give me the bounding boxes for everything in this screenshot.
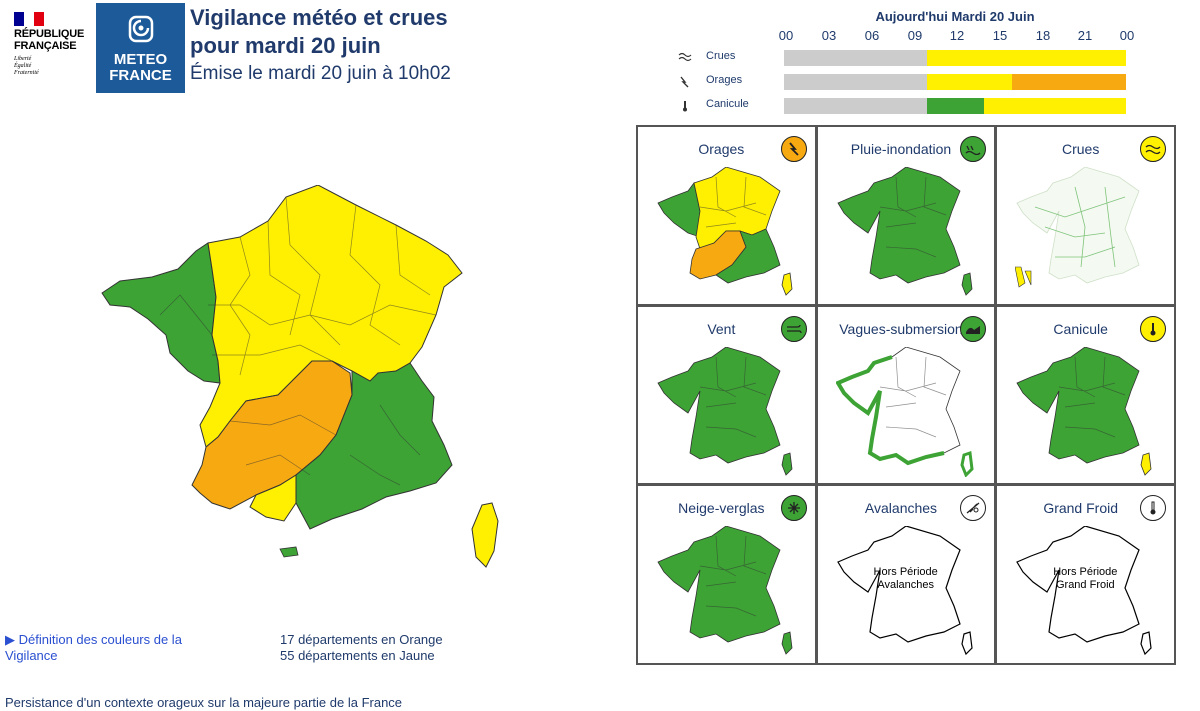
phenomenon-title: Vent	[707, 320, 736, 337]
hour-tick: 00	[1119, 28, 1135, 43]
phenomenon-title: Vagues-submersion	[839, 320, 963, 337]
phenomenon-vagues-submersion[interactable]: Vagues-submersion	[817, 306, 995, 484]
region-corse[interactable]	[471, 502, 499, 568]
emission-date: Émise le mardi 20 juin à 10h02	[190, 63, 451, 84]
phenomenon-vent[interactable]: Vent	[638, 306, 815, 484]
orange-count: 17 départements en Orange	[280, 632, 443, 647]
page-title: Vigilance météo et crues pour mardi 20 j…	[190, 5, 448, 58]
phenomenon-title: Avalanches	[864, 500, 938, 517]
region-green-southeast[interactable]	[295, 362, 453, 530]
mini-map-canicule	[1016, 346, 1152, 476]
hour-tick: 06	[864, 28, 880, 43]
off-season-note: Hors Période Grand Froid	[1053, 566, 1118, 592]
lightning-icon	[680, 76, 689, 88]
republique-francaise-logo: RÉPUBLIQUE FRANÇAISE Liberté Égalité Fra…	[14, 12, 90, 77]
hour-tick: 09	[907, 28, 923, 43]
timeline-row-crues[interactable]: Crues	[678, 49, 1138, 67]
thermometer-icon	[1140, 315, 1166, 342]
waves-icon	[1140, 136, 1166, 162]
phenomenon-neige-verglas[interactable]: Neige-verglas	[638, 486, 815, 663]
timeline-segment-orange	[1012, 74, 1126, 90]
phenomenon-title: Pluie-inondation	[850, 141, 952, 157]
department-counts: 17 départements en Orange 55 département…	[280, 632, 443, 664]
avalanche-icon	[960, 495, 987, 522]
hour-tick: 00	[778, 28, 794, 43]
timeline-bar	[784, 98, 1126, 114]
wind-icon	[780, 315, 807, 342]
color-definition-link[interactable]: ▶ Définition des couleurs de la Vigilanc…	[5, 632, 182, 663]
timeline-label: Crues	[706, 50, 736, 62]
hour-tick: 15	[992, 28, 1008, 43]
phenomenon-title: Grand Froid	[1043, 500, 1119, 517]
mini-map-vent	[657, 346, 793, 476]
phenomenon-canicule[interactable]: Canicule	[997, 306, 1174, 484]
meteo-france-emblem-icon	[96, 15, 185, 48]
republique-name: RÉPUBLIQUE FRANÇAISE	[14, 28, 85, 52]
timeline-segment-none	[784, 98, 927, 114]
timeline-segment-green	[926, 98, 984, 114]
timeline-hours: 00 03 06 09 12 15 18 21 00	[772, 28, 1142, 44]
timeline-segment-yellow	[983, 98, 1126, 114]
lightning-icon	[780, 136, 807, 162]
wave-submersion-icon	[960, 315, 987, 342]
snowflake-icon	[780, 495, 807, 522]
hour-tick: 18	[1035, 28, 1051, 43]
meteo-france-logo[interactable]: METEO FRANCE	[96, 3, 185, 93]
thermometer-icon	[683, 101, 687, 112]
timeline-bar	[784, 74, 1126, 90]
hour-tick: 21	[1077, 28, 1093, 43]
timeline-row-orages[interactable]: Orages	[678, 73, 1138, 91]
timeline-row-canicule[interactable]: Canicule	[678, 97, 1138, 115]
forecast-comment: Persistance d'un contexte orageux sur la…	[5, 695, 403, 710]
republique-motto: Liberté Égalité Fraternité	[14, 56, 39, 76]
phenomenon-title: Neige-verglas	[678, 500, 765, 517]
timeline-title: Aujourd'hui Mardi 20 Juin	[875, 9, 1035, 24]
french-flag-icon	[14, 12, 44, 26]
france-vigilance-map[interactable]	[100, 185, 500, 575]
phenomenon-pluie-inondation[interactable]: Pluie-inondation	[817, 127, 995, 304]
timeline-segment-yellow	[926, 74, 1012, 90]
region-bretagne[interactable]	[101, 242, 221, 384]
phenomenon-title: Orages	[698, 141, 745, 157]
hour-tick: 03	[821, 28, 837, 43]
mini-map-pluie-inondation	[837, 167, 973, 296]
phenomenon-grand-froid[interactable]: Grand Froid Hors Période Grand Froid	[997, 486, 1174, 663]
phenomenon-avalanches[interactable]: Avalanches Hors Période Avalanches	[817, 486, 995, 663]
phenomena-grid: Orages Pluie-inondation Crues	[636, 125, 1176, 665]
flood-icon	[678, 52, 692, 62]
timeline-label: Canicule	[706, 98, 749, 110]
yellow-count: 55 départements en Jaune	[280, 648, 435, 663]
timeline-segment-yellow	[926, 50, 1126, 66]
department-borders	[159, 196, 437, 486]
cold-thermometer-icon	[1140, 495, 1166, 522]
region-island	[279, 546, 299, 558]
mini-map-avalanches	[836, 526, 973, 656]
timeline-label: Orages	[706, 74, 743, 86]
phenomenon-crues[interactable]: Crues	[997, 127, 1174, 304]
phenomenon-title: Crues	[1061, 141, 1100, 157]
region-yellow-pyrenees[interactable]	[249, 474, 297, 522]
phenomenon-orages[interactable]: Orages	[638, 127, 815, 304]
mini-map-grand-froid	[1016, 526, 1152, 656]
timeline-bar	[784, 50, 1126, 66]
timeline-segment-none	[784, 50, 927, 66]
hour-tick: 12	[949, 28, 965, 43]
mini-map-neige-verglas	[657, 526, 793, 656]
mini-map-crues	[1015, 167, 1140, 288]
phenomenon-title: Canicule	[1053, 320, 1108, 337]
mini-map-orages	[657, 167, 793, 296]
off-season-note: Hors Période Avalanches	[873, 566, 938, 592]
mini-map-vagues-submersion	[835, 346, 974, 477]
rain-flood-icon	[960, 136, 987, 162]
timeline-segment-none	[784, 74, 927, 90]
